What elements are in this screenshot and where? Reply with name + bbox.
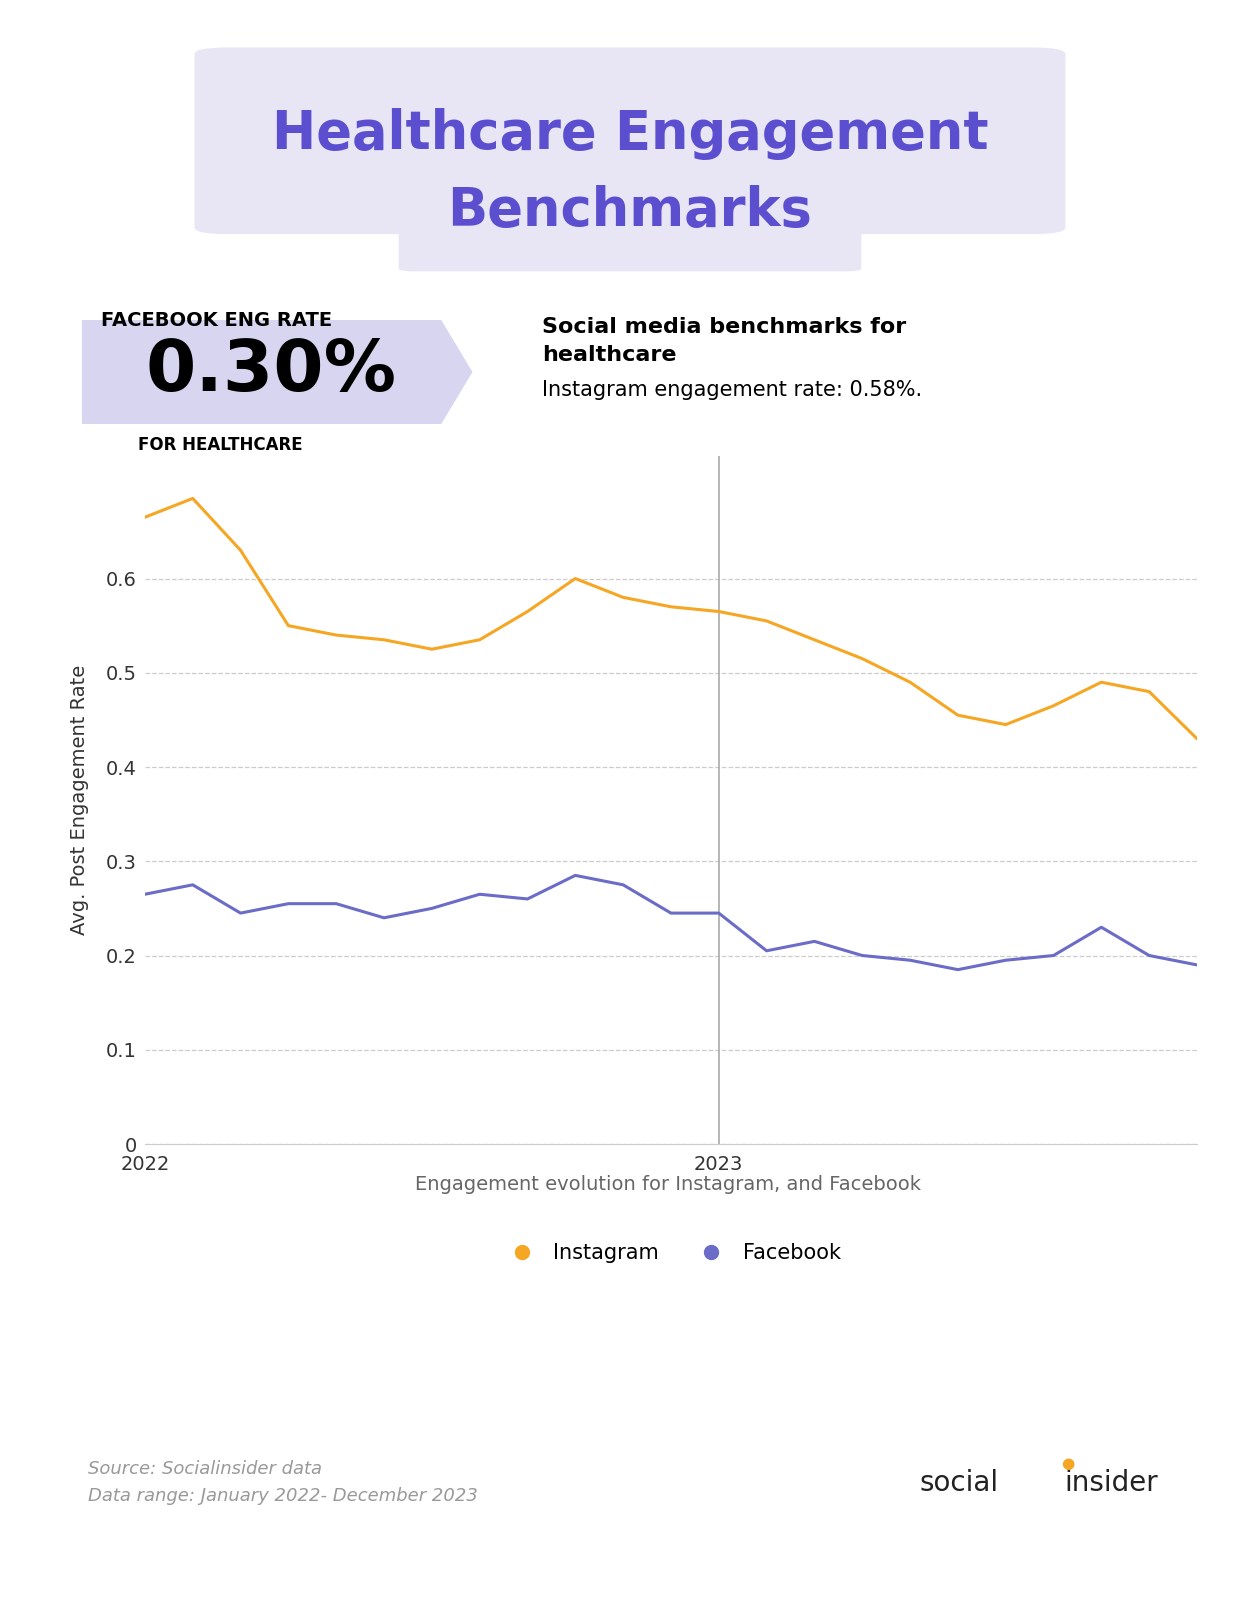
FancyBboxPatch shape (398, 202, 862, 272)
Text: FACEBOOK ENG RATE: FACEBOOK ENG RATE (101, 310, 331, 330)
Polygon shape (82, 320, 472, 424)
Text: Benchmarks: Benchmarks (447, 186, 813, 237)
Text: Healthcare Engagement: Healthcare Engagement (272, 109, 988, 160)
Text: Source: Socialinsider data: Source: Socialinsider data (88, 1459, 323, 1478)
Text: Engagement evolution for Instagram, and Facebook: Engagement evolution for Instagram, and … (415, 1174, 921, 1194)
Text: Data range: January 2022- December 2023: Data range: January 2022- December 2023 (88, 1486, 478, 1506)
Text: Social media benchmarks for
healthcare: Social media benchmarks for healthcare (542, 317, 906, 365)
Legend: Instagram, Facebook: Instagram, Facebook (493, 1235, 849, 1270)
Text: Instagram engagement rate: 0.58%.: Instagram engagement rate: 0.58%. (542, 381, 922, 400)
FancyBboxPatch shape (194, 48, 1066, 234)
Y-axis label: Avg. Post Engagement Rate: Avg. Post Engagement Rate (69, 666, 89, 934)
Text: 0.30%: 0.30% (145, 336, 397, 406)
Text: ●: ● (1061, 1456, 1075, 1472)
Text: insider: insider (1065, 1469, 1158, 1498)
Text: social: social (920, 1469, 999, 1498)
Text: FOR HEALTHCARE: FOR HEALTHCARE (139, 435, 302, 454)
